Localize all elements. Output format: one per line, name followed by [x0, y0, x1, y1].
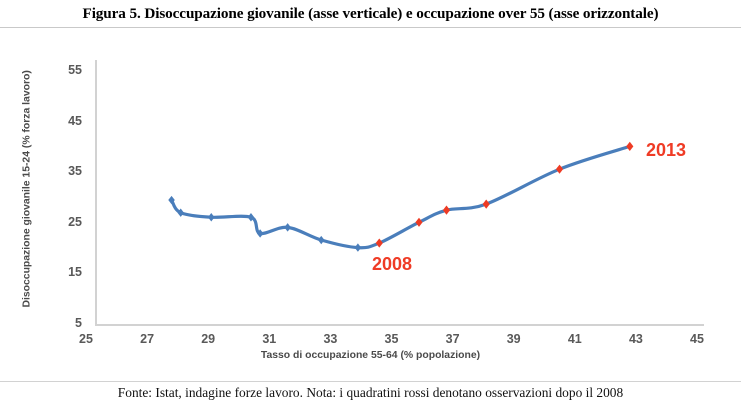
x-tick-label: 39 — [506, 332, 521, 346]
source-divider — [0, 381, 741, 382]
x-tick-label: 29 — [201, 332, 216, 346]
x-axis-title: Tasso di occupazione 55-64 (% popolazion… — [260, 350, 481, 361]
x-tick-label: 41 — [567, 332, 582, 346]
y-tick-label: 45 — [68, 113, 82, 128]
x-tick-label: 33 — [323, 332, 338, 346]
title-divider — [0, 27, 741, 28]
annotation-2008: 2008 — [372, 254, 413, 274]
y-tick-label: 15 — [68, 265, 82, 280]
plot-area — [95, 60, 704, 326]
y-tick-label: 55 — [68, 63, 82, 77]
x-tick-label: 37 — [445, 332, 460, 346]
x-tick-label: 43 — [628, 332, 643, 346]
y-tick-label: 5 — [75, 316, 82, 330]
x-tick-label: 27 — [140, 332, 155, 346]
x-tick-label: 25 — [79, 332, 93, 346]
figure-title: Figura 5. Disoccupazione giovanile (asse… — [82, 5, 659, 22]
y-tick-label: 35 — [68, 164, 82, 179]
x-tick-label: 31 — [262, 332, 277, 346]
annotation-2013: 2013 — [646, 140, 687, 160]
x-tick-label: 45 — [690, 332, 704, 346]
x-tick-label: 35 — [384, 332, 399, 346]
y-axis-title: Disoccupazione giovanile 15-24 (% forza … — [21, 70, 33, 308]
y-tick-label: 25 — [68, 214, 82, 229]
figure-source-note: Fonte: Istat, indagine forze lavoro. Not… — [117, 385, 624, 400]
